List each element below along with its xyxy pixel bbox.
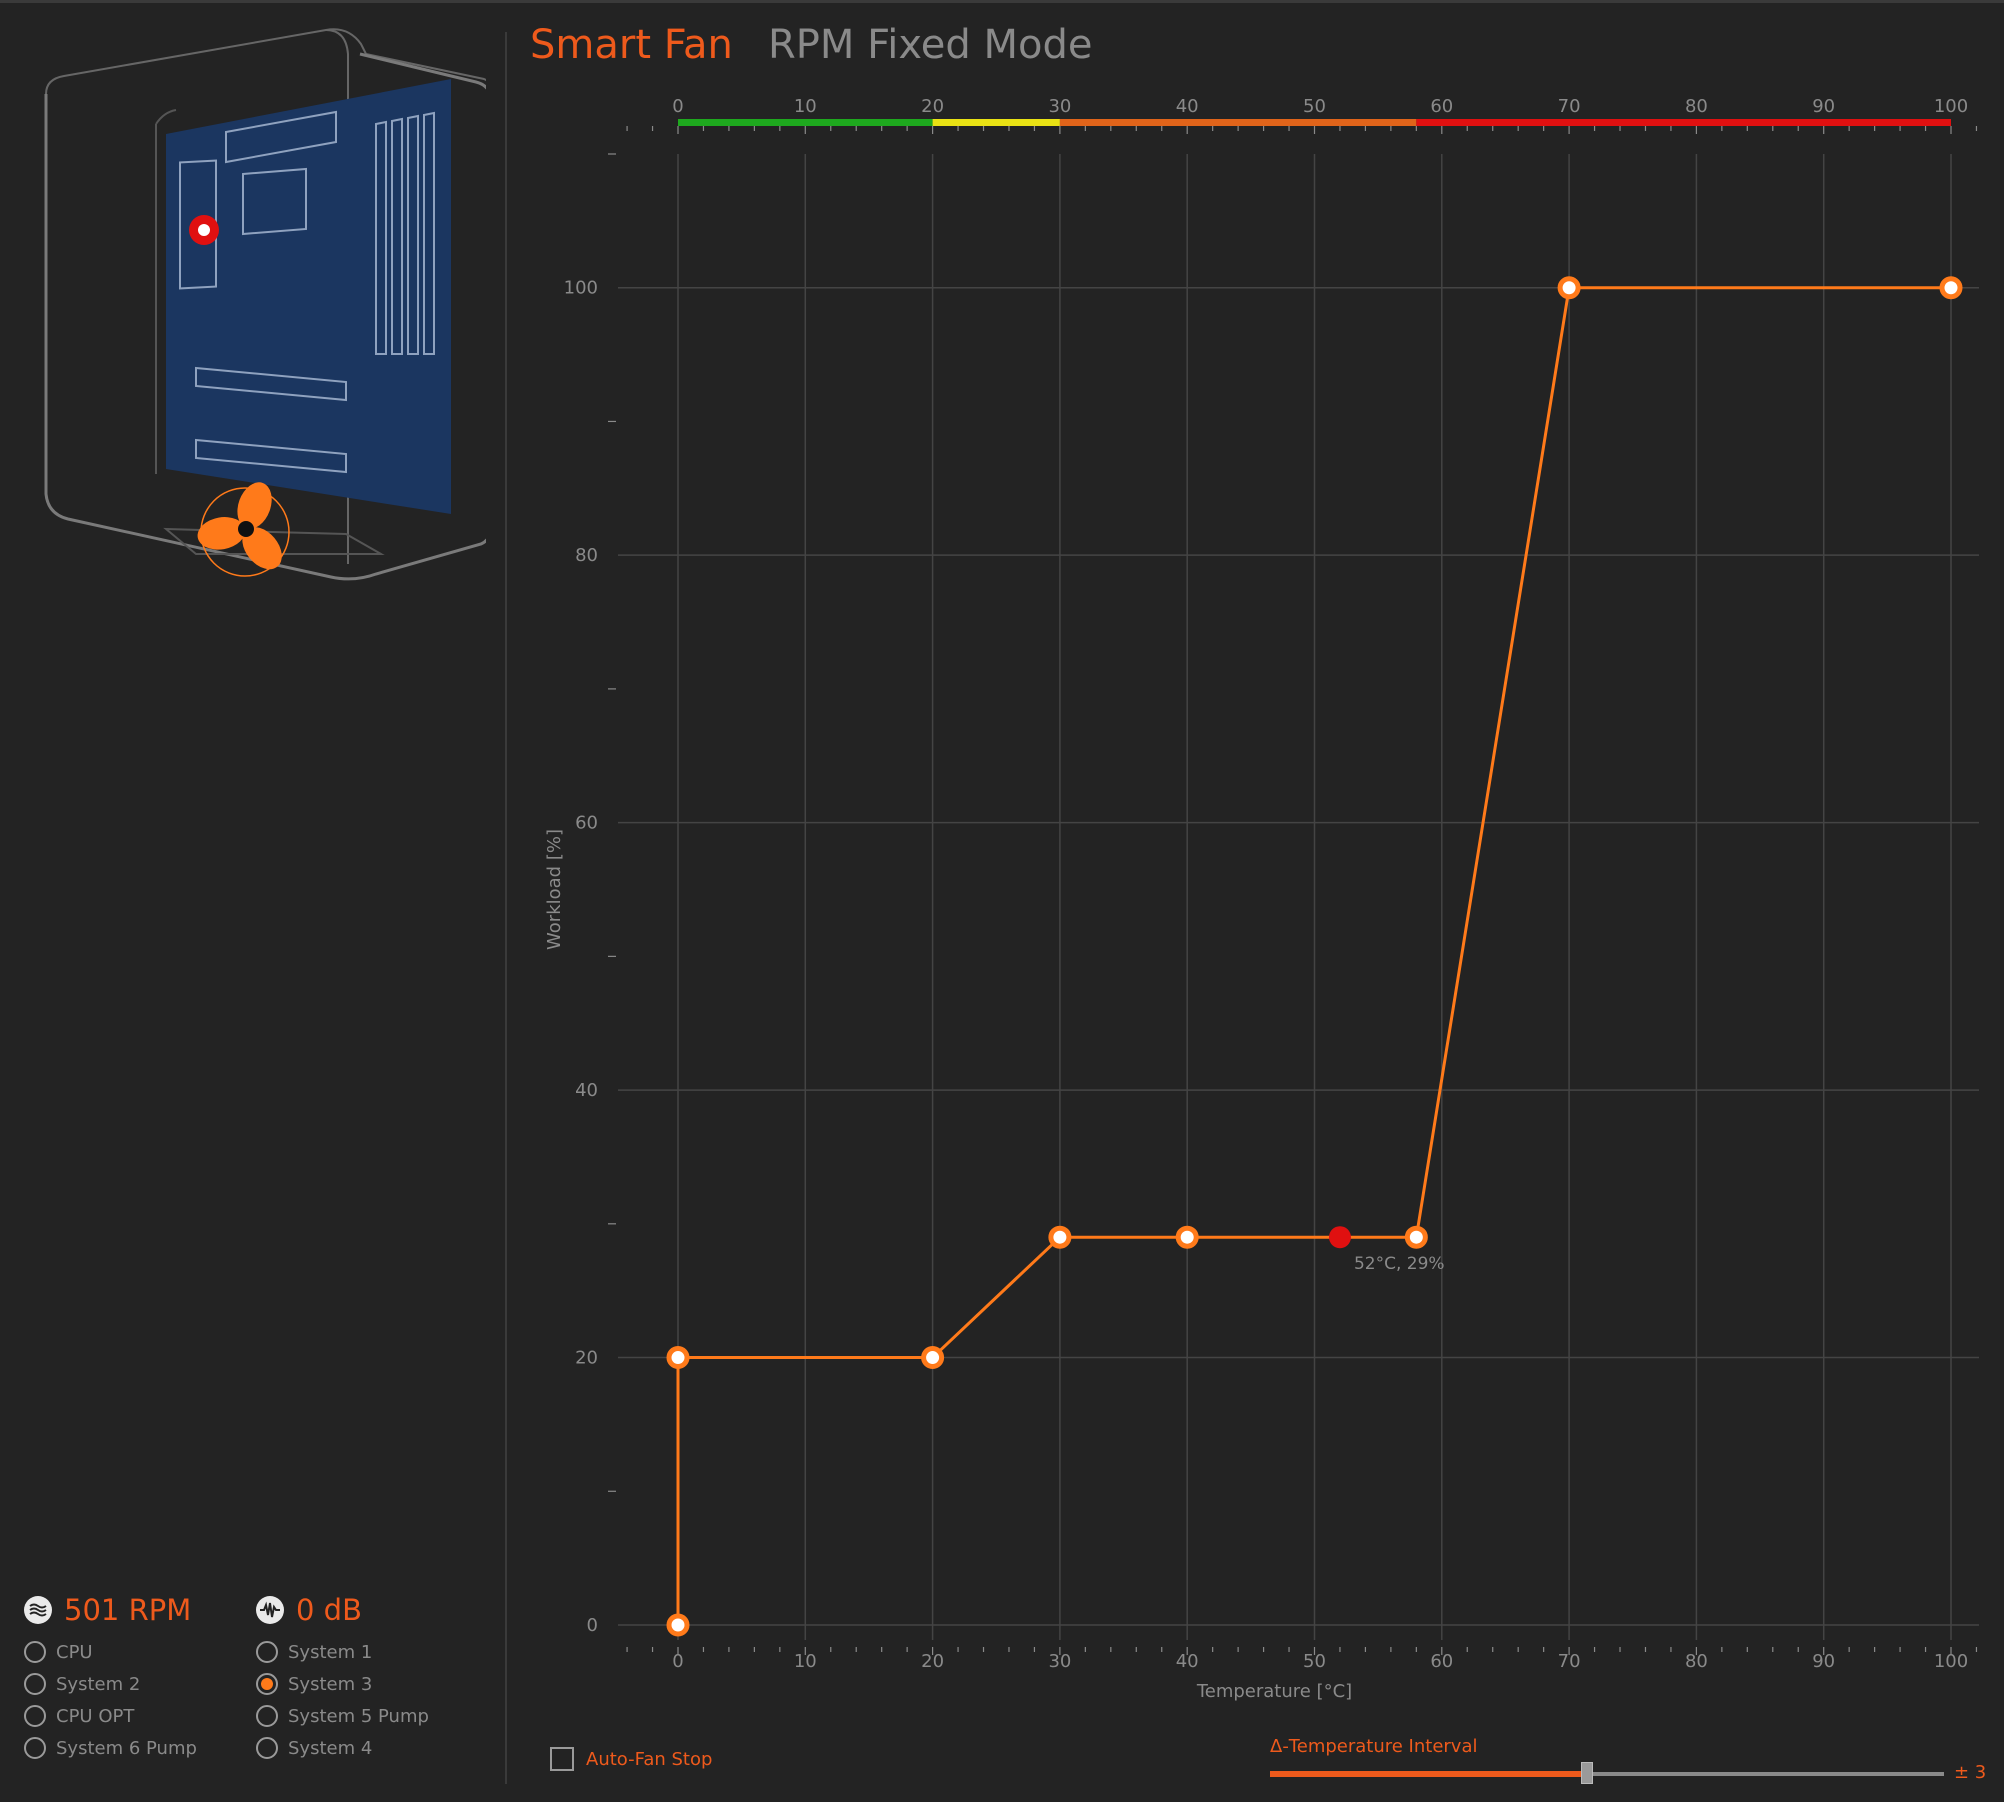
y-tick-label: 0 (587, 1615, 598, 1636)
radio-button[interactable] (256, 1737, 278, 1759)
x-tick-label: 90 (1812, 1651, 1835, 1672)
curve-control-point[interactable] (1048, 1225, 1072, 1249)
fan-icon (197, 482, 290, 577)
pc-case-illustration (44, 28, 486, 581)
panel-divider (505, 32, 507, 1784)
fan-select-list-right: System 1 System 3 System 5 Pump System 4 (256, 1636, 429, 1764)
temperature-scale-tick-label: 10 (794, 96, 817, 117)
fan-option-label: System 4 (288, 1737, 373, 1759)
radio-button[interactable] (256, 1705, 278, 1727)
x-tick-label: 80 (1685, 1651, 1708, 1672)
tab-rpm-fixed-mode[interactable]: RPM Fixed Mode (768, 22, 1093, 68)
radio-button[interactable] (256, 1673, 278, 1695)
x-tick-label: 40 (1176, 1651, 1199, 1672)
radio-button[interactable] (24, 1641, 46, 1663)
x-tick-label: 30 (1048, 1651, 1071, 1672)
y-tick-label: 60 (575, 813, 598, 834)
radio-button[interactable] (24, 1737, 46, 1759)
sound-wave-icon (256, 1596, 284, 1624)
slider-fill (1270, 1771, 1587, 1777)
x-tick-label: 20 (921, 1651, 944, 1672)
auto-fan-stop-toggle[interactable]: Auto-Fan Stop (550, 1747, 712, 1771)
y-tick-label: 20 (575, 1348, 598, 1369)
airflow-icon (24, 1596, 52, 1624)
temperature-scale-tick-label: 40 (1176, 96, 1199, 117)
temperature-scale-tick-label: 0 (672, 96, 683, 117)
tab-smart-fan[interactable]: Smart Fan (530, 22, 733, 68)
fan-option[interactable]: System 3 (256, 1668, 429, 1700)
temperature-scale-tick-label: 20 (921, 96, 944, 117)
y-tick-label: 80 (575, 545, 598, 566)
x-tick-label: 10 (794, 1651, 817, 1672)
temperature-scale-segment (1416, 119, 1951, 126)
top-border (0, 0, 2004, 3)
fan-option[interactable]: System 4 (256, 1732, 429, 1764)
fan-option-label: System 6 Pump (56, 1737, 197, 1759)
fan-curve-chart[interactable]: 0 0 10 10 20 20 30 30 40 40 50 50 60 60 70 70 80 80 90 90 10… (540, 90, 2000, 1730)
slider-thumb[interactable] (1580, 1762, 1593, 1784)
noise-value: 0 dB (296, 1593, 362, 1627)
curve-control-point[interactable] (921, 1346, 945, 1370)
x-tick-label: 100 (1934, 1651, 1968, 1672)
temperature-scale-tick-label: 100 (1934, 96, 1968, 117)
fan-option-label: CPU (56, 1641, 93, 1663)
fan-option[interactable]: CPU (24, 1636, 197, 1668)
fan-option-label: CPU OPT (56, 1705, 135, 1727)
slider-track (1270, 1772, 1944, 1776)
fan-option[interactable]: System 5 Pump (256, 1700, 429, 1732)
auto-fan-stop-label: Auto-Fan Stop (586, 1748, 713, 1770)
temperature-interval-label: Δ-Temperature Interval (1270, 1736, 1478, 1757)
x-tick-label: 0 (672, 1651, 683, 1672)
curve-control-point[interactable] (1404, 1225, 1428, 1249)
fan-select-list-left: CPU System 2 CPU OPT System 6 Pump (24, 1636, 197, 1764)
fan-option-label: System 2 (56, 1673, 141, 1695)
fan-option-label: System 5 Pump (288, 1705, 429, 1727)
curve-control-point[interactable] (1175, 1225, 1199, 1249)
curve-control-point[interactable] (666, 1346, 690, 1370)
x-tick-label: 70 (1558, 1651, 1581, 1672)
rpm-value: 501 RPM (64, 1593, 192, 1627)
current-point-marker (1328, 1226, 1351, 1249)
radio-button[interactable] (24, 1673, 46, 1695)
fan-option[interactable]: System 6 Pump (24, 1732, 197, 1764)
temperature-scale-tick-label: 70 (1558, 96, 1581, 117)
checkbox[interactable] (550, 1747, 574, 1771)
temperature-scale-tick-label: 60 (1430, 96, 1453, 117)
fan-curve-line (676, 286, 1951, 1625)
temperature-scale-segment (932, 119, 1060, 126)
radio-button[interactable] (24, 1705, 46, 1727)
x-axis-label: Temperature [°C] (1196, 1681, 1352, 1702)
temperature-scale-segment (678, 119, 933, 126)
fan-option[interactable]: System 1 (256, 1636, 429, 1668)
curve-control-point[interactable] (1557, 276, 1581, 300)
fan-option-label: System 3 (288, 1673, 373, 1695)
radio-button[interactable] (256, 1641, 278, 1663)
y-axis-label: Workload [%] (544, 829, 565, 950)
temperature-interval-slider[interactable] (1270, 1762, 1944, 1786)
curve-control-point[interactable] (1939, 276, 1963, 300)
temperature-scale-tick-label: 80 (1685, 96, 1708, 117)
temperature-scale-tick-label: 30 (1048, 96, 1071, 117)
fan-option-label: System 1 (288, 1641, 373, 1663)
temperature-interval-value: ± 3 (1954, 1762, 1987, 1783)
temperature-scale-tick-label: 50 (1303, 96, 1326, 117)
current-point-label: 52°C, 29% (1354, 1254, 1445, 1274)
temperature-scale-tick-label: 90 (1812, 96, 1835, 117)
fan-option[interactable]: CPU OPT (24, 1700, 197, 1732)
temperature-scale-segment (1059, 119, 1417, 126)
x-tick-label: 60 (1430, 1651, 1453, 1672)
curve-control-point[interactable] (666, 1613, 690, 1637)
noise-readout: 0 dB (256, 1593, 362, 1627)
y-tick-label: 100 (564, 278, 598, 299)
fan-curve-svg[interactable]: 0 0 10 10 20 20 30 30 40 40 50 50 60 60 70 70 80 80 90 90 10… (540, 90, 2000, 1730)
fan-option[interactable]: System 2 (24, 1668, 197, 1700)
rpm-readout: 501 RPM (24, 1593, 191, 1627)
x-tick-label: 50 (1303, 1651, 1326, 1672)
y-tick-label: 40 (575, 1080, 598, 1101)
